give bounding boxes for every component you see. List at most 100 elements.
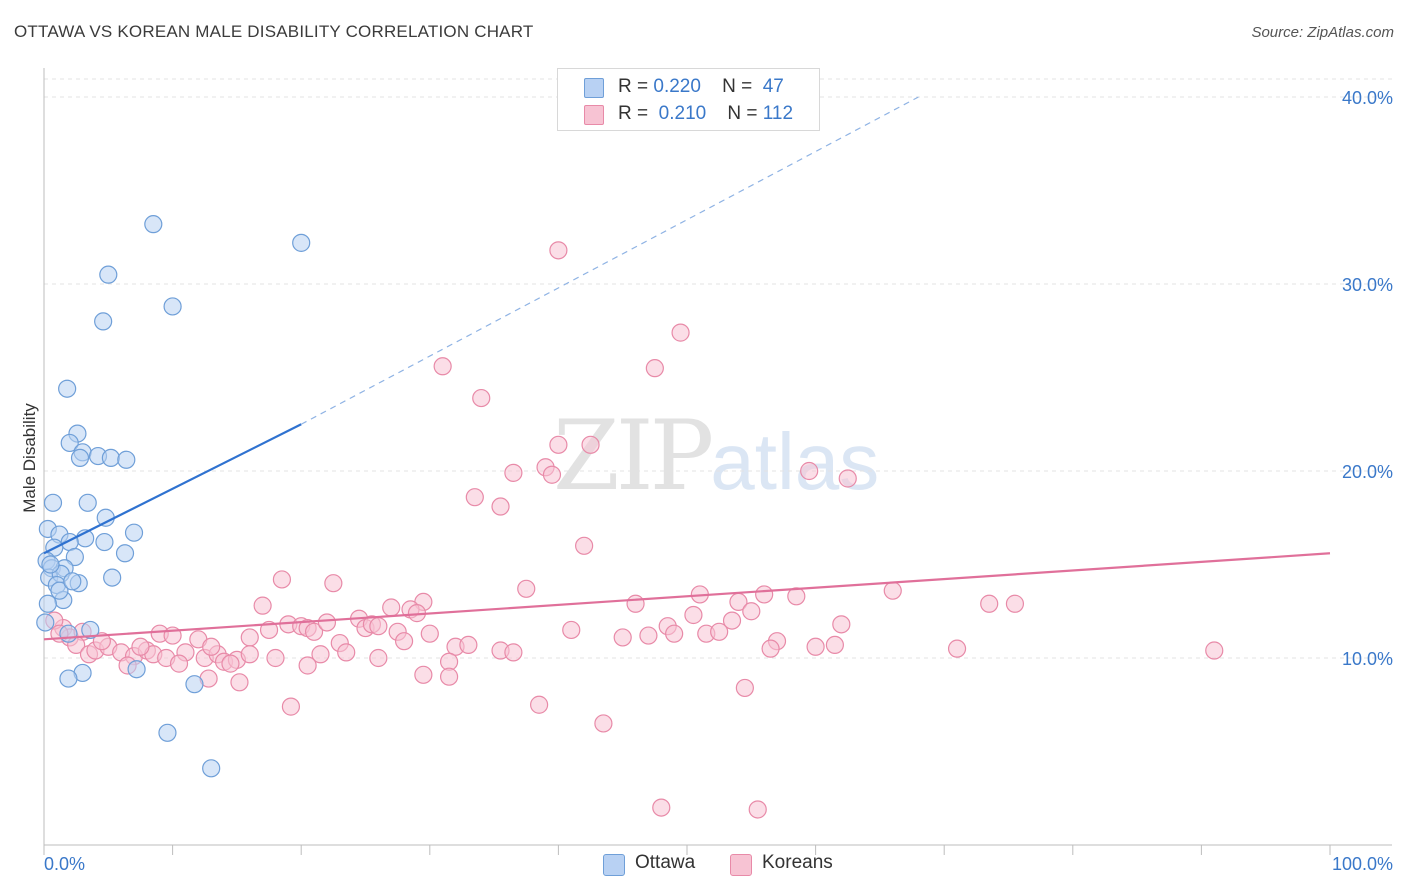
- data-points: [36, 215, 1224, 819]
- ottawa-point: [163, 297, 182, 316]
- ottawa-point: [96, 508, 115, 527]
- korean-point: [594, 714, 613, 733]
- y-axis-label: Male Disability: [20, 403, 39, 513]
- koreans-legend-label: Koreans: [762, 852, 833, 873]
- korean-point: [324, 574, 343, 593]
- koreans-legend-swatch: [730, 854, 752, 876]
- ottawa-point: [117, 450, 136, 469]
- axes: [43, 68, 1392, 855]
- korean-point: [253, 596, 272, 615]
- korean-point: [748, 800, 767, 819]
- y-tick-label: 30.0%: [1342, 275, 1393, 295]
- ottawa-point: [38, 594, 57, 613]
- ottawa-point: [59, 669, 78, 688]
- korean-point: [838, 469, 857, 488]
- ottawa-point: [59, 624, 78, 643]
- x-tick-label-min: 0.0%: [44, 854, 85, 874]
- korean-point: [504, 643, 523, 662]
- korean-point: [472, 388, 491, 408]
- korean-point: [517, 579, 536, 598]
- korean-point: [980, 594, 999, 613]
- korean-point: [645, 359, 664, 378]
- ottawa-point: [124, 523, 144, 542]
- ottawa-point: [103, 568, 122, 587]
- korean-point: [240, 645, 259, 664]
- korean-point: [414, 665, 433, 684]
- watermark: ZIPatlas: [553, 400, 879, 512]
- ottawa-trend-extension: [300, 96, 919, 425]
- korean-point: [459, 635, 478, 655]
- ottawa-point: [94, 312, 113, 331]
- korean-point: [626, 594, 645, 613]
- gridlines: [44, 78, 1392, 659]
- korean-point: [433, 357, 452, 376]
- korean-trend-line: [43, 552, 1331, 641]
- y-tick-label: 40.0%: [1342, 88, 1393, 108]
- korean-point: [202, 637, 221, 656]
- ottawa-point: [63, 572, 82, 591]
- ottawa-point: [60, 433, 79, 453]
- ottawa-point: [81, 620, 100, 640]
- correlation-legend: R = 0.220 N = 47 R = 0.210 N = 112: [557, 68, 820, 131]
- korean-point: [311, 645, 330, 664]
- korean-point: [671, 323, 690, 342]
- korean-point: [549, 241, 568, 260]
- ottawa-point: [95, 532, 114, 552]
- koreans-r-label: R =: [618, 103, 649, 124]
- watermark-atlas: atlas: [710, 417, 880, 506]
- korean-point: [240, 628, 259, 647]
- korean-point: [652, 798, 671, 817]
- ottawa-point: [41, 555, 60, 574]
- korean-point: [742, 602, 761, 621]
- y-tick-label: 20.0%: [1342, 462, 1393, 482]
- ottawa-point: [158, 723, 177, 742]
- korean-point: [369, 617, 388, 636]
- ottawa-point: [144, 215, 163, 234]
- korean-point: [221, 654, 240, 673]
- korean-point: [394, 632, 414, 651]
- ottawa-point: [101, 448, 120, 468]
- korean-point: [832, 615, 851, 634]
- ottawa-point: [78, 493, 97, 512]
- source-label: Source: ZipAtlas.com: [1251, 24, 1394, 41]
- korean-point: [131, 637, 150, 656]
- korean-point: [883, 581, 902, 600]
- ottawa-legend-label: Ottawa: [635, 852, 696, 873]
- korean-point: [806, 637, 825, 656]
- ottawa-point: [50, 581, 69, 600]
- korean-point: [317, 613, 337, 632]
- korean-point: [465, 488, 484, 507]
- koreans-n-label: N =: [727, 103, 758, 124]
- korean-point: [530, 695, 549, 714]
- chart-title: OTTAWA VS KOREAN MALE DISABILITY CORRELA…: [14, 22, 534, 41]
- ottawa-point: [127, 660, 146, 679]
- korean-point: [755, 585, 774, 604]
- koreans-swatch: [584, 105, 604, 125]
- ottawa-point: [58, 379, 77, 398]
- korean-point: [230, 673, 249, 692]
- trend-lines: [43, 96, 1331, 641]
- korean-point: [722, 611, 742, 630]
- korean-point: [549, 435, 568, 454]
- ottawa-r-value: 0.220: [653, 76, 701, 97]
- y-tick-label: 10.0%: [1342, 649, 1393, 669]
- ottawa-swatch: [584, 78, 604, 98]
- ottawa-point: [292, 233, 311, 252]
- korean-point: [947, 639, 967, 658]
- koreans-r-value: 0.210: [658, 103, 707, 124]
- korean-point: [491, 497, 510, 516]
- korean-point: [420, 624, 439, 643]
- korean-point: [562, 620, 581, 640]
- korean-point: [266, 648, 285, 668]
- korean-point: [92, 632, 111, 651]
- korean-point: [259, 620, 279, 640]
- tick-labels: 10.0% 20.0% 30.0% 40.0% 0.0% 100.0% Male Disab…: [20, 88, 1393, 874]
- korean-point: [1005, 594, 1025, 613]
- korean-point: [304, 622, 324, 641]
- korean-point: [825, 635, 844, 655]
- ottawa-point: [115, 544, 135, 563]
- korean-point: [1205, 641, 1224, 660]
- korean-point: [613, 628, 632, 647]
- korean-point: [639, 626, 658, 645]
